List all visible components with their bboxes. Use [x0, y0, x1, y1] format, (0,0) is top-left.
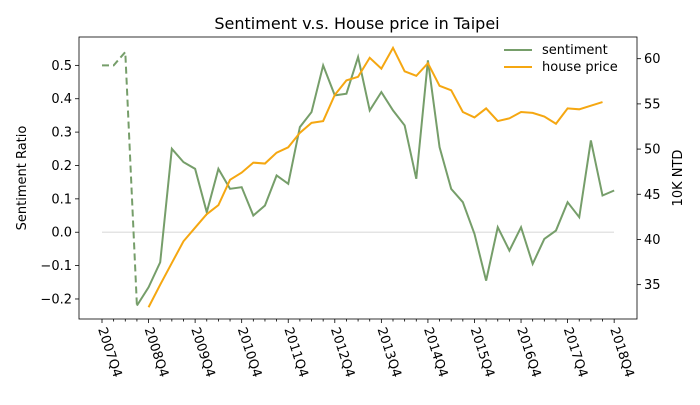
- legend: sentiment house price: [504, 43, 618, 75]
- right-y-axis-label: 10K NTD: [671, 150, 686, 207]
- plot-area: [102, 45, 615, 308]
- x-tick-label: 2017Q4: [560, 326, 590, 380]
- series-line-sentiment-dashed: [102, 49, 138, 306]
- left-y-axis: −0.2 −0.1 0.0 0.1 0.2 0.3 0.4 0.5: [40, 59, 79, 307]
- right-tick-label: 55: [644, 97, 661, 112]
- left-tick-label: 0.5: [51, 59, 72, 74]
- left-tick-label: 0.4: [51, 92, 72, 107]
- left-tick-label: 0.0: [51, 226, 72, 241]
- x-tick-label: 2018Q4: [606, 326, 636, 380]
- x-tick-label: 2014Q4: [420, 326, 450, 380]
- x-tick-label: 2009Q4: [187, 326, 217, 380]
- chart-title: Sentiment v.s. House price in Taipei: [214, 14, 499, 33]
- x-tick-label: 2008Q4: [141, 326, 171, 380]
- series-line-sentiment: [136, 53, 615, 307]
- left-tick-label: −0.2: [40, 292, 72, 307]
- left-tick-label: 0.2: [51, 159, 72, 174]
- right-tick-label: 50: [644, 143, 661, 158]
- x-tick-label: 2013Q4: [374, 326, 404, 380]
- x-tick-label: 2012Q4: [327, 326, 357, 380]
- left-tick-label: 0.1: [51, 192, 72, 207]
- x-tick-label: 2015Q4: [467, 326, 497, 380]
- left-tick-label: 0.3: [51, 126, 72, 141]
- legend-label-house-price: house price: [542, 60, 618, 75]
- right-tick-label: 40: [644, 233, 661, 248]
- right-tick-label: 35: [644, 278, 661, 293]
- right-y-axis: 35 40 45 50 55 60: [637, 52, 661, 293]
- plot-frame: [78, 36, 638, 320]
- x-tick-label: 2010Q4: [234, 326, 264, 380]
- right-tick-label: 45: [644, 188, 661, 203]
- series-line-house-price: [147, 45, 603, 308]
- right-tick-label: 60: [644, 52, 661, 67]
- legend-label-sentiment: sentiment: [542, 43, 608, 58]
- x-axis: 2007Q4 2008Q4 2009Q4 2010Q4 2011Q4 2012Q4 2013…: [94, 319, 637, 380]
- x-tick-label: 2016Q4: [513, 326, 543, 380]
- left-tick-label: −0.1: [40, 259, 72, 274]
- x-tick-label: 2007Q4: [94, 326, 124, 380]
- left-y-axis-label: Sentiment Ratio: [15, 126, 30, 231]
- x-tick-label: 2011Q4: [280, 326, 310, 380]
